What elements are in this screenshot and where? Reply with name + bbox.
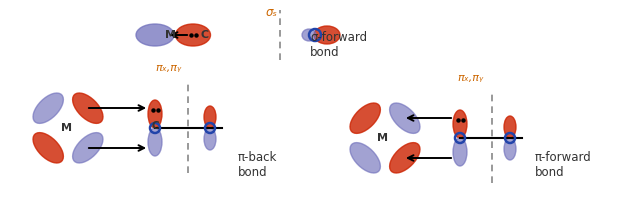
Ellipse shape bbox=[33, 133, 63, 163]
Ellipse shape bbox=[136, 24, 174, 46]
Text: M: M bbox=[61, 123, 71, 133]
Ellipse shape bbox=[175, 24, 211, 46]
Text: πₓ,πᵧ: πₓ,πᵧ bbox=[457, 73, 483, 83]
Ellipse shape bbox=[350, 103, 380, 133]
Text: π-forward
bond: π-forward bond bbox=[535, 151, 592, 179]
Text: M: M bbox=[165, 30, 175, 40]
Ellipse shape bbox=[33, 93, 63, 123]
Ellipse shape bbox=[453, 138, 467, 166]
Ellipse shape bbox=[504, 138, 516, 160]
Text: C: C bbox=[151, 121, 159, 131]
Ellipse shape bbox=[453, 110, 467, 138]
Text: πₓ,πᵧ: πₓ,πᵧ bbox=[155, 63, 181, 73]
Text: π-back
bond: π-back bond bbox=[238, 151, 278, 179]
Ellipse shape bbox=[73, 93, 103, 123]
Ellipse shape bbox=[302, 29, 316, 41]
Ellipse shape bbox=[204, 106, 216, 128]
Text: M: M bbox=[377, 133, 389, 143]
Ellipse shape bbox=[73, 133, 103, 163]
Ellipse shape bbox=[350, 143, 380, 173]
Ellipse shape bbox=[389, 103, 420, 133]
Text: σₛ: σₛ bbox=[266, 7, 278, 20]
Text: σ-forward
bond: σ-forward bond bbox=[310, 31, 367, 59]
Ellipse shape bbox=[204, 128, 216, 150]
Text: C: C bbox=[201, 30, 209, 40]
Ellipse shape bbox=[504, 116, 516, 138]
Ellipse shape bbox=[389, 143, 420, 173]
Ellipse shape bbox=[314, 26, 340, 44]
Ellipse shape bbox=[148, 128, 162, 156]
Ellipse shape bbox=[148, 100, 162, 128]
